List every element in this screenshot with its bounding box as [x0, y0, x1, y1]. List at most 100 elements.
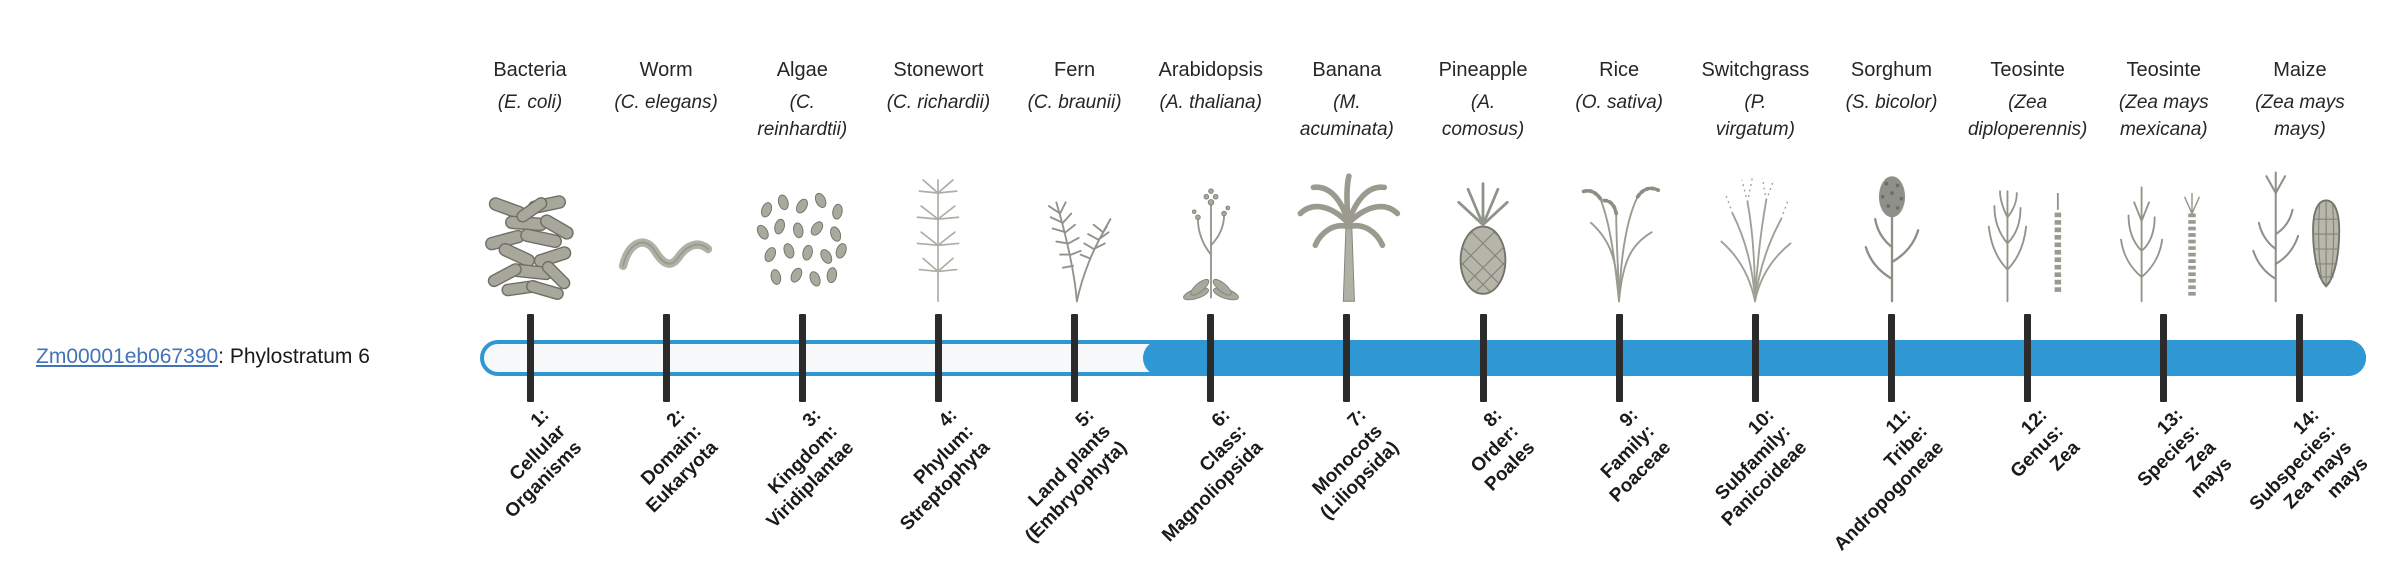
taxon-name: Sorghum [1850, 59, 1933, 81]
worm-icon [610, 161, 722, 309]
taxon-illustration [1155, 151, 1267, 309]
taxon-name: Algae [776, 59, 828, 81]
stratum-tick [1888, 314, 1895, 402]
taxon-name: Fern [1054, 59, 1096, 81]
taxon-illustration [1836, 151, 1948, 309]
taxon-name: Arabidopsis [1158, 59, 1263, 81]
taxon-scientific-name: (Zea diploperennis) [1967, 92, 2088, 140]
fern-icon [1019, 161, 1131, 309]
gene-label: Zm00001eb067390: Phylostratum 6 [36, 345, 370, 369]
stratum-tick [2160, 314, 2168, 402]
taxon-column: Worm (C. elegans) [598, 55, 734, 309]
taxon-name: Pineapple [1438, 59, 1528, 81]
stratum-tick [1207, 314, 1215, 402]
taxon-column: Sorghum (S. bicolor) [1824, 55, 1960, 309]
taxon-name: Bacteria [493, 59, 567, 81]
stratum-label: 14: Subspecies: Zea mays mays [2245, 404, 2373, 515]
stratum-label: 9: Family: Poaceae [1597, 404, 1676, 507]
taxon-name: Teosinte [1990, 59, 2065, 81]
taxon-column: Bacteria (E. coli) [462, 55, 598, 309]
stratum-label: 8: Order: Poales [1466, 404, 1540, 496]
taxon-scientific-name: (E. coli) [497, 92, 563, 113]
algae-icon [746, 161, 858, 309]
pineapple-icon [1427, 161, 1539, 309]
stratum-label: 1: Cellular Organisms [501, 404, 587, 523]
stratum-tick [1071, 314, 1079, 402]
stratum-label: 12: Genus: Zea [2006, 404, 2084, 483]
maize-icon [2244, 161, 2356, 309]
taxon-scientific-name: (C. reinhardtii) [757, 92, 848, 140]
taxon-illustration [610, 151, 722, 309]
taxon-name: Rice [1599, 59, 1640, 81]
teosinte-diplo-icon [1972, 161, 2084, 309]
stratum-tick [798, 314, 806, 402]
taxon-scientific-name: (P. virgatum) [1715, 92, 1795, 140]
taxon-column: Maize (Zea mays mays) [2232, 55, 2368, 309]
teosinte-mex-icon [2108, 161, 2220, 309]
taxon-illustration [1019, 151, 1131, 309]
taxon-illustration [2244, 151, 2356, 309]
taxon-illustration [1972, 151, 2084, 309]
taxon-illustration [1563, 151, 1675, 309]
stratum-label: 13: Species: Zea mays [2133, 404, 2237, 503]
phylostratum-text: : Phylostratum 6 [218, 345, 370, 368]
taxon-illustration [2108, 151, 2220, 309]
taxon-scientific-name: (S. bicolor) [1845, 92, 1938, 113]
arabidopsis-icon [1155, 161, 1267, 309]
taxon-column: Teosinte (Zea mays mexicana) [2096, 55, 2232, 309]
bacteria-icon [474, 161, 586, 309]
taxon-scientific-name: (A. comosus) [1441, 92, 1525, 140]
stratum-label: 2: Domain: Eukaryota [637, 404, 723, 518]
stratum-tick [1343, 314, 1351, 402]
stratum-tick [662, 314, 670, 402]
taxon-illustration [1699, 151, 1811, 309]
taxon-column: Banana (M. acuminata) [1279, 55, 1415, 309]
sorghum-icon [1836, 161, 1948, 309]
taxon-name: Banana [1312, 59, 1382, 81]
taxon-column: Teosinte (Zea diploperennis) [1960, 55, 2096, 309]
taxon-scientific-name: (M. acuminata) [1299, 92, 1394, 140]
stratum-tick [2296, 314, 2304, 402]
stratum-tick [2024, 314, 2032, 402]
taxon-scientific-name: (C. elegans) [614, 92, 718, 113]
stratum-tick [526, 314, 534, 402]
stratum-label: 11: Tribe: Andropogoneae [1829, 404, 1948, 556]
switchgrass-icon [1699, 161, 1811, 309]
taxon-name: Teosinte [2126, 59, 2202, 81]
taxon-column: Pineapple (A. comosus) [1415, 55, 1551, 309]
taxon-name: Worm [639, 59, 693, 81]
stratum-label: 10: Subfamily: Panicoideae [1711, 404, 1812, 531]
taxon-column: Rice (O. sativa) [1551, 55, 1687, 309]
taxon-column: Fern (C. braunii) [1007, 55, 1143, 309]
stratum-tick [1751, 314, 1759, 402]
stratum-label: 3: Kingdom: Viridiplantae [763, 404, 859, 533]
rice-icon [1563, 161, 1675, 309]
taxon-scientific-name: (C. braunii) [1027, 92, 1122, 113]
taxon-scientific-name: (Zea mays mexicana) [2118, 92, 2209, 140]
gene-id-link[interactable]: Zm00001eb067390 [36, 345, 219, 368]
stratum-tick [934, 314, 942, 402]
stonewort-icon [882, 161, 994, 309]
taxon-column: Switchgrass (P. virgatum) [1687, 55, 1823, 309]
taxon-name: Maize [2273, 59, 2327, 81]
taxon-column: Algae (C. reinhardtii) [734, 55, 870, 309]
stratum-label: 5: Land plants (Embryophyta) [1021, 404, 1131, 547]
stratum-label: 7: Monocots (Liliopsida) [1308, 404, 1403, 524]
taxon-scientific-name: (C. richardii) [886, 92, 991, 113]
taxon-name: Switchgrass [1701, 59, 1810, 81]
stratum-label: 6: Class: Magnoliopsida [1157, 404, 1267, 547]
taxon-scientific-name: (Zea mays mays) [2255, 92, 2345, 140]
taxon-illustration [746, 151, 858, 309]
taxon-scientific-name: (O. sativa) [1575, 92, 1663, 113]
taxon-illustration [474, 151, 586, 309]
taxon-illustration [882, 151, 994, 309]
stratum-tick [1479, 314, 1487, 402]
taxon-name: Stonewort [893, 59, 984, 81]
taxon-scientific-name: (A. thaliana) [1159, 92, 1262, 113]
banana-icon [1291, 161, 1403, 309]
taxon-column: Stonewort (C. richardii) [870, 55, 1006, 309]
taxon-column: Arabidopsis (A. thaliana) [1143, 55, 1279, 309]
taxon-illustration [1427, 151, 1539, 309]
taxon-illustration [1291, 151, 1403, 309]
